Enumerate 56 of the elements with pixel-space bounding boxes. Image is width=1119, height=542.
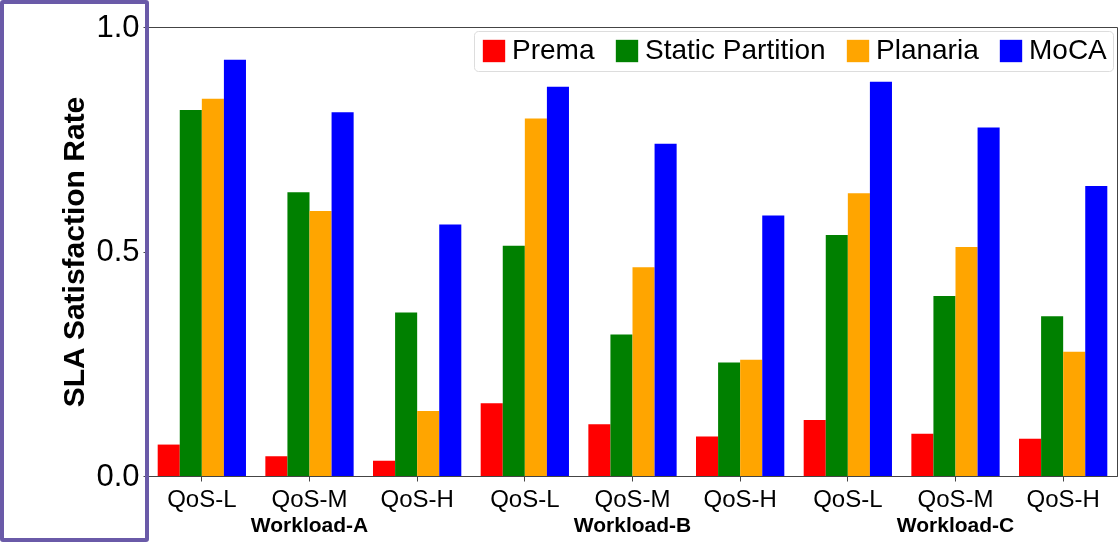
text: Workload-A	[250, 513, 369, 536]
x-tick-label: QoS-H	[1026, 484, 1100, 512]
bar	[1041, 316, 1064, 476]
legend-label: Static Partition	[645, 34, 826, 65]
bar	[740, 359, 763, 476]
bar	[309, 211, 332, 476]
legend-label: Planaria	[876, 34, 980, 65]
bar	[610, 334, 633, 476]
x-tick-label: QoS-M	[917, 484, 994, 512]
bar	[955, 247, 978, 476]
y-tick-label: 1.0	[96, 8, 140, 44]
x-tick-label: QoS-M	[594, 484, 671, 512]
legend-label: Prema	[512, 34, 595, 65]
bar	[223, 59, 246, 476]
bar	[1085, 185, 1108, 476]
x-tick-label: QoS-H	[380, 484, 454, 512]
bar	[911, 433, 934, 476]
bar	[803, 419, 826, 476]
bar	[524, 118, 547, 476]
bar	[417, 410, 440, 476]
bar	[287, 192, 310, 476]
text: Workload-B	[573, 513, 692, 536]
bar	[847, 193, 870, 476]
bar	[588, 424, 611, 476]
bar	[439, 224, 462, 476]
x-tick-label: QoS-M	[271, 484, 348, 512]
bar	[201, 98, 224, 476]
bar	[546, 86, 569, 476]
bar	[179, 110, 202, 476]
bar	[762, 215, 785, 476]
bar	[502, 245, 525, 476]
y-axis-title: SLA Satisfaction Rate	[57, 96, 91, 408]
x-tick-label: QoS-L	[813, 484, 883, 512]
bar	[632, 267, 655, 476]
bar	[869, 81, 892, 476]
text: Workload-C	[896, 513, 1015, 536]
bar	[718, 362, 741, 476]
bar	[654, 143, 677, 476]
legend-label: MoCA	[1029, 34, 1108, 65]
bar	[825, 234, 848, 476]
bar	[977, 127, 1000, 476]
x-tick-label: QoS-H	[703, 484, 777, 512]
x-tick-label: QoS-L	[167, 484, 237, 512]
bar	[1019, 438, 1042, 476]
x-tick-label: QoS-L	[490, 484, 560, 512]
bar	[696, 436, 719, 476]
bar	[265, 456, 288, 476]
bar	[395, 312, 418, 476]
bar	[1063, 351, 1086, 476]
y-tick-label: 0.0	[96, 457, 140, 493]
bar	[933, 295, 956, 476]
bar	[157, 444, 180, 476]
bar	[331, 112, 354, 476]
bar	[480, 403, 503, 476]
bar	[373, 460, 396, 476]
y-tick-label: 0.5	[96, 233, 140, 268]
